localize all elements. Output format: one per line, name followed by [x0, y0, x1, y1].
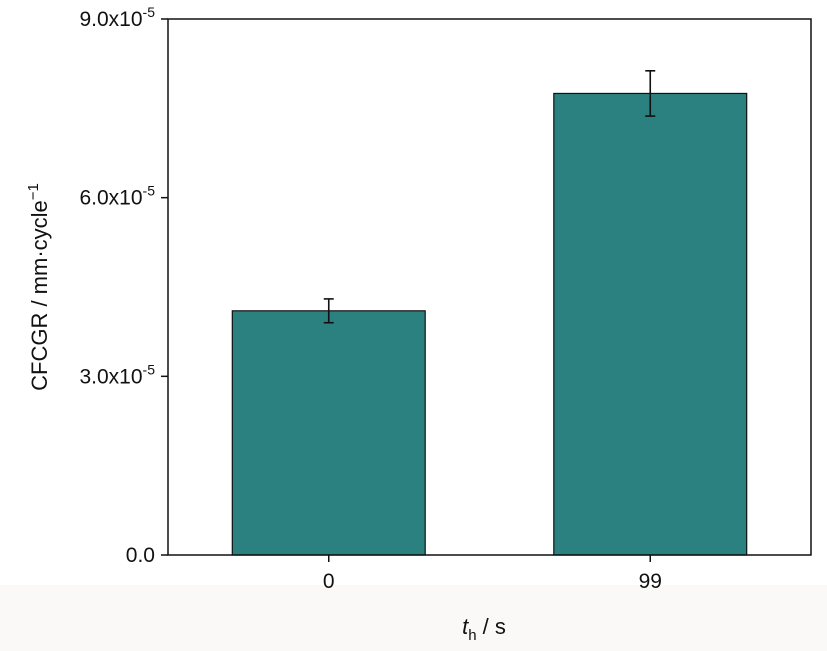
x-axis-label-unit: / s [477, 614, 506, 639]
y-tick-exponent: -5 [143, 4, 156, 20]
y-tick-mantissa: 0.0 [126, 544, 155, 567]
plot-area-frame [167, 18, 812, 556]
y-axis-label-exponent: −1 [25, 183, 42, 200]
error-bars-layer [323, 70, 656, 324]
bar-0 [231, 310, 426, 556]
y-tick-exponent: -5 [143, 183, 156, 199]
x-axis-label-symbol: t [462, 614, 469, 639]
y-tick-mantissa: 3.0x10 [79, 365, 142, 388]
y-tick-exponent: -5 [143, 361, 156, 377]
y-tick-mantissa: 6.0x10 [79, 187, 142, 210]
x-axis-label-subscript: h [468, 627, 476, 644]
y-tick-mantissa: 9.0x10 [79, 8, 142, 31]
y-tick-label-0: 0.0 [126, 544, 155, 567]
figure-bottom-band [0, 585, 827, 651]
y-tick-label-1: 3.0x10-5 [79, 361, 155, 388]
y-tick-label-3: 9.0x10-5 [79, 4, 155, 31]
x-axis-ticks: 0 99 [323, 555, 662, 593]
bars-layer [231, 92, 748, 556]
bar-99 [553, 92, 748, 556]
x-tick-label-99: 99 [639, 570, 662, 593]
x-tick-label-0: 0 [323, 570, 335, 593]
y-axis-ticks: 0.03.0x10-56.0x10-59.0x10-5 [79, 4, 168, 567]
x-axis-label: th / s [462, 614, 506, 644]
y-tick-label-2: 6.0x10-5 [79, 183, 155, 210]
y-axis-label-text: CFCGR / mm·cycle [27, 200, 52, 391]
y-axis-label: CFCGR / mm·cycle−1 [25, 183, 52, 391]
